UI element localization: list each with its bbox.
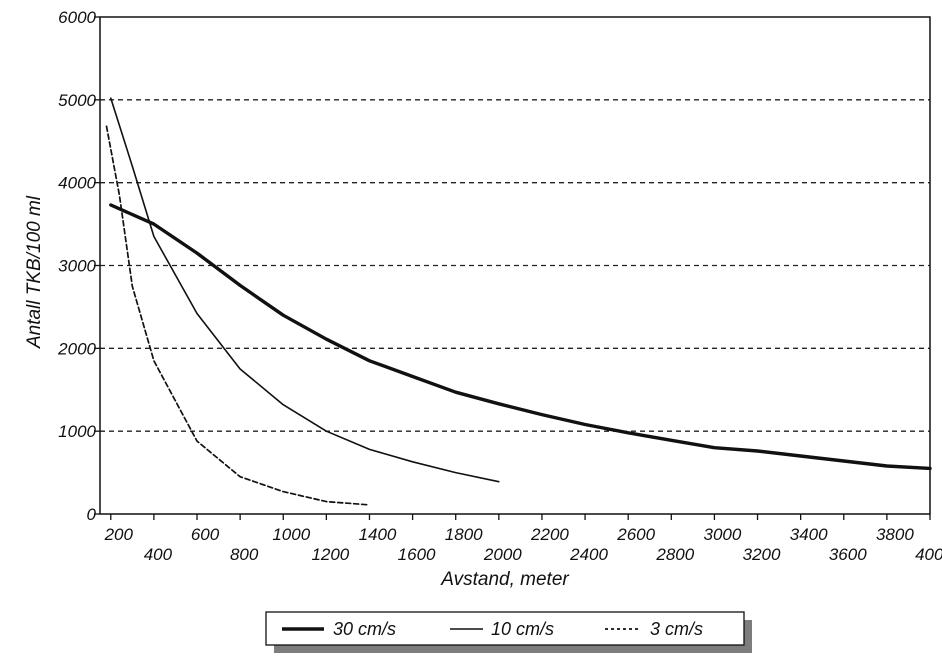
legend-label-1: 10 cm/s	[491, 619, 554, 639]
legend-items: 30 cm/s 10 cm/s 3 cm/s	[282, 619, 703, 639]
x-tick-label-800: 800	[230, 545, 259, 564]
x-tick-label-3000: 3000	[704, 525, 742, 544]
y-tick-label-0: 0	[87, 505, 97, 524]
x-tick-label-2400: 2400	[569, 545, 608, 564]
series-line-0	[109, 203, 932, 471]
series-layer	[105, 97, 932, 506]
y-tick-label-1000: 1000	[58, 422, 96, 441]
y-tick-label-3000: 3000	[58, 257, 96, 276]
grid-lines	[100, 99, 930, 432]
x-tick-label-1600: 1600	[398, 545, 436, 564]
y-tick-label-5000: 5000	[58, 91, 96, 110]
y-axis-title: Antall TKB/100 ml	[24, 195, 45, 349]
x-axis-title: Avstand, meter	[440, 569, 569, 590]
x-tick-label-1800: 1800	[445, 525, 483, 544]
legend-label-0: 30 cm/s	[333, 619, 396, 639]
x-tick-label-2000: 2000	[483, 545, 522, 564]
x-tick-label-3800: 3800	[876, 525, 914, 544]
y-axis-ticks: 0 1000 2000 3000 4000 5000 6000	[57, 8, 100, 524]
series-line-1	[110, 97, 500, 483]
x-tick-label-600: 600	[191, 525, 220, 544]
x-tick-label-1400: 1400	[359, 525, 397, 544]
y-tick-label-4000: 4000	[58, 174, 96, 193]
legend-box	[265, 611, 745, 646]
legend: 30 cm/s 10 cm/s 3 cm/s	[265, 611, 752, 653]
y-tick-label-6000: 6000	[58, 8, 96, 27]
x-tick-label-3600: 3600	[829, 545, 867, 564]
x-tick-label-200: 200	[104, 525, 134, 544]
x-tick-label-1200: 1200	[311, 545, 349, 564]
x-tick-label-4000: 4000	[915, 545, 942, 564]
series-line-2	[105, 125, 371, 506]
x-tick-label-400: 400	[144, 545, 173, 564]
x-tick-label-2600: 2600	[616, 525, 655, 544]
x-tick-label-2800: 2800	[655, 545, 694, 564]
x-tick-label-3200: 3200	[743, 545, 781, 564]
x-tick-label-3400: 3400	[790, 525, 828, 544]
x-tick-label-1000: 1000	[272, 525, 310, 544]
y-tick-label-2000: 2000	[57, 339, 96, 358]
x-tick-label-2200: 2200	[530, 525, 569, 544]
legend-label-2: 3 cm/s	[650, 619, 703, 639]
